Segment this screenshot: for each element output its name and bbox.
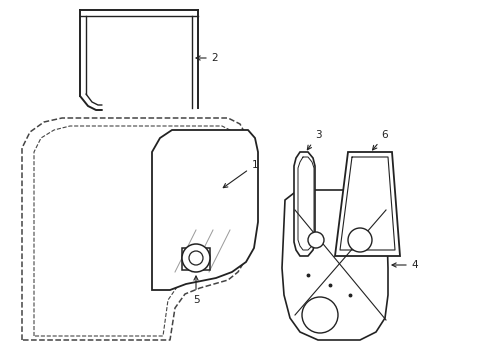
Text: 1: 1 [223,160,258,188]
Circle shape [182,244,209,272]
Circle shape [189,251,203,265]
Text: 5: 5 [192,276,199,305]
Polygon shape [182,248,209,270]
Text: 6: 6 [372,130,387,150]
Text: 2: 2 [196,53,218,63]
Polygon shape [293,152,314,256]
Text: 4: 4 [391,260,417,270]
Polygon shape [152,130,258,290]
Polygon shape [334,152,399,256]
Circle shape [347,228,371,252]
Circle shape [302,297,337,333]
Polygon shape [282,190,387,340]
Circle shape [307,232,324,248]
Text: 3: 3 [307,130,321,150]
